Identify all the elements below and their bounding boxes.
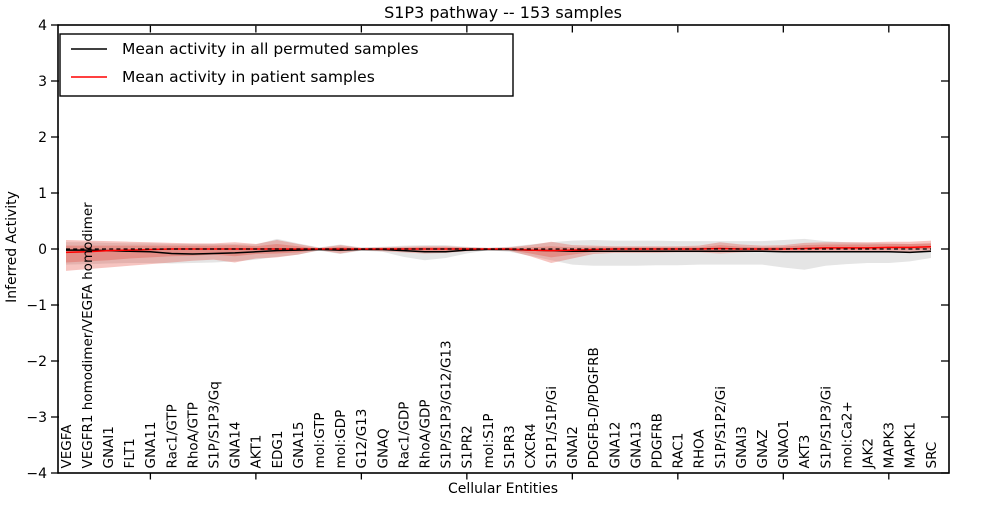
- patient-outer-band: [66, 240, 931, 271]
- x-category-label: VEGFA: [59, 424, 75, 469]
- y-axis-label: Inferred Activity: [4, 191, 20, 303]
- x-category-label: GNA14: [228, 422, 244, 469]
- x-category-label: SRC: [924, 442, 940, 469]
- x-category-label: RAC1: [671, 433, 687, 469]
- y-tick-label: −4: [26, 466, 47, 482]
- legend: Mean activity in all permuted samples Me…: [59, 33, 514, 97]
- x-category-label: MAPK1: [903, 422, 919, 468]
- x-category-label: VEGFR1 homodimer/VEGFA homodimer: [80, 202, 96, 469]
- x-category-label: GNAQ: [375, 428, 391, 468]
- x-category-label: PDGFRB: [650, 413, 666, 468]
- y-tick-label: −1: [26, 298, 47, 314]
- x-category-label: GNA15: [291, 422, 307, 469]
- x-category-label: S1P/S1P3/Gi: [818, 386, 834, 469]
- x-category-label: GNAI1: [101, 426, 117, 468]
- x-category-label: JAK2: [861, 438, 877, 469]
- y-tick-label: −2: [26, 354, 47, 370]
- x-category-label: S1P1/S1P/Gi: [544, 386, 560, 469]
- x-category-label: RhoA/GDP: [417, 400, 433, 469]
- x-category-label: S1PR3: [502, 425, 518, 468]
- x-category-label: mol:GTP: [312, 412, 328, 468]
- x-category-label: S1P/S1P3/G12/G13: [439, 340, 455, 468]
- x-category-label: AKT3: [797, 435, 813, 469]
- x-category-label: S1PR2: [460, 425, 476, 468]
- x-category-label: GNA11: [143, 422, 159, 469]
- y-tick-label: 2: [38, 130, 47, 146]
- y-tick-label: 3: [38, 74, 47, 90]
- x-category-label: S1P/S1P2/Gi: [713, 386, 729, 469]
- legend-label-permuted: Mean activity in all permuted samples: [122, 40, 419, 58]
- x-category-label: GNAI2: [565, 426, 581, 468]
- x-category-label: RhoA/GTP: [185, 402, 201, 468]
- x-category-label: MAPK3: [882, 422, 898, 468]
- x-axis-label: Cellular Entities: [448, 481, 558, 497]
- x-category-label: FLT1: [122, 438, 138, 468]
- x-category-label: GNAO1: [776, 420, 792, 469]
- x-category-label: Rac1/GTP: [164, 404, 180, 468]
- x-category-label: S1P/S1P3/Gq: [206, 381, 222, 468]
- x-category-label: RHOA: [692, 429, 708, 469]
- x-category-label: EDG1: [270, 431, 286, 469]
- y-tick-label: 1: [38, 186, 47, 202]
- x-category-label: GNA13: [628, 422, 644, 469]
- x-category-label: Rac1/GDP: [396, 402, 412, 469]
- x-category-label: GNAZ: [755, 429, 771, 468]
- y-tick-label: 0: [38, 242, 47, 258]
- x-category-label: GNAI3: [734, 426, 750, 468]
- x-category-label: mol:S1P: [481, 413, 497, 468]
- x-category-label: GNA12: [607, 422, 623, 469]
- x-category-label: CXCR4: [523, 423, 539, 468]
- plot-area: 4 3 2 1 0 −1 −2 −3 −4 VEGFA VEGFR1 homodimer/VEGFA…: [26, 18, 949, 482]
- legend-label-patient: Mean activity in patient samples: [122, 68, 375, 86]
- permuted-range-band: [66, 238, 931, 270]
- plot-frame: [57, 24, 950, 474]
- x-category-label: PDGFB-D/PDGFRB: [586, 347, 602, 468]
- y-tick-label: −3: [26, 410, 47, 426]
- x-category-label: AKT1: [249, 435, 265, 469]
- x-category-label: mol:Ca2+: [839, 401, 855, 468]
- y-tick-label: 4: [38, 18, 47, 34]
- chart-title: S1P3 pathway -- 153 samples: [384, 3, 622, 22]
- x-category-label: G12/G13: [354, 409, 370, 469]
- x-category-label: mol:GDP: [333, 410, 349, 469]
- legend-box: [59, 33, 514, 97]
